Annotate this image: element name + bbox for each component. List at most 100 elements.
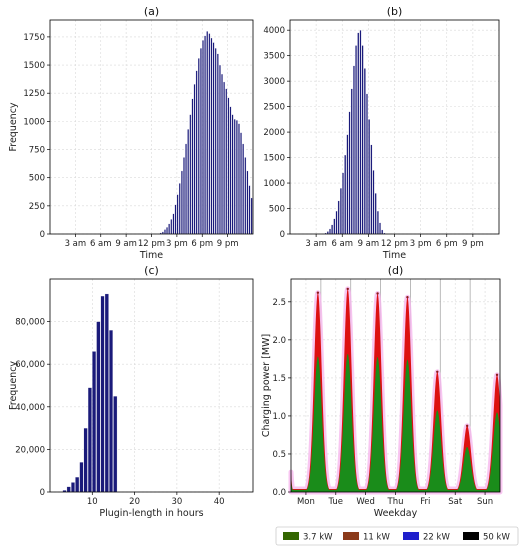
axes-frame-c bbox=[49, 278, 254, 493]
y-tick-label: 3000 bbox=[263, 77, 285, 87]
x-tick-label: 3 am bbox=[305, 239, 327, 249]
legend-swatch-3 bbox=[463, 532, 479, 540]
panel-title-c: (c) bbox=[144, 264, 159, 277]
bar-a-28 bbox=[219, 64, 221, 235]
legend-label-1: 11 kW bbox=[363, 533, 390, 543]
bar-a-35 bbox=[233, 118, 236, 235]
peak-point-6 bbox=[495, 373, 499, 377]
y-tick-label: 2500 bbox=[263, 103, 285, 113]
bar-a-27 bbox=[216, 53, 219, 235]
y-tick-label: 20,000 bbox=[15, 445, 45, 455]
x-tick-label: 6 am bbox=[331, 239, 353, 249]
bar-a-41 bbox=[246, 170, 249, 235]
bar-b-16 bbox=[359, 30, 362, 235]
bar-c-5 bbox=[83, 427, 88, 493]
x-tick-label: 3 am bbox=[65, 239, 87, 249]
y-tick-label: 80,000 bbox=[15, 318, 45, 328]
bar-a-42 bbox=[248, 185, 251, 235]
y-tick-label: 1.0 bbox=[272, 412, 286, 422]
bar-b-24 bbox=[376, 210, 379, 235]
y-tick-label: 60,000 bbox=[15, 360, 45, 370]
bar-a-5 bbox=[170, 219, 173, 235]
x-axis-label-c: Plugin-length in hours bbox=[99, 508, 203, 519]
bar-b-12 bbox=[350, 88, 353, 235]
bar-b-17 bbox=[361, 45, 364, 235]
bar-a-4 bbox=[168, 223, 171, 235]
bar-c-1 bbox=[66, 486, 71, 493]
bar-a-34 bbox=[231, 114, 234, 235]
y-axis-label-c: Frequency bbox=[8, 361, 19, 410]
y-tick-label: 40,000 bbox=[15, 403, 45, 413]
y-tick-label: 1500 bbox=[263, 154, 285, 164]
bar-a-36 bbox=[235, 120, 238, 235]
y-tick-label: 1750 bbox=[23, 33, 45, 43]
bar-a-16 bbox=[193, 84, 196, 235]
bar-a-24 bbox=[210, 37, 213, 235]
y-tick-label: 1250 bbox=[23, 89, 45, 99]
bar-b-7 bbox=[339, 187, 342, 235]
peak-point-1 bbox=[346, 287, 349, 291]
x-tick-label: 3 pm bbox=[410, 239, 432, 249]
bar-a-6 bbox=[172, 213, 175, 235]
x-tick-label: 12 pm bbox=[381, 239, 408, 249]
peak-point-3 bbox=[406, 296, 409, 299]
x-tick-label: 6 pm bbox=[191, 239, 213, 249]
bar-b-10 bbox=[346, 134, 349, 235]
bar-c-3 bbox=[75, 476, 80, 493]
y-tick-label: 3500 bbox=[263, 52, 285, 62]
bar-a-21 bbox=[204, 35, 207, 235]
bar-a-2 bbox=[164, 229, 166, 235]
y-tick-label: 1000 bbox=[263, 179, 285, 189]
bar-c-8 bbox=[96, 321, 101, 493]
y-tick-label: 0.0 bbox=[272, 488, 286, 498]
x-tick-label: 30 bbox=[171, 497, 182, 507]
y-tick-label: 0 bbox=[40, 488, 45, 498]
bar-a-19 bbox=[199, 48, 202, 235]
y-tick-label: 2.5 bbox=[272, 298, 286, 308]
legend-swatch-0 bbox=[283, 532, 299, 540]
panel-title-b: (b) bbox=[387, 5, 403, 18]
bar-a-37 bbox=[238, 123, 240, 235]
x-tick-label: Wed bbox=[356, 497, 375, 507]
bar-b-15 bbox=[357, 32, 360, 235]
x-tick-label: 20 bbox=[129, 497, 140, 507]
x-tick-label: 3 pm bbox=[166, 239, 188, 249]
bar-a-29 bbox=[221, 73, 223, 235]
bar-a-40 bbox=[244, 157, 247, 235]
y-tick-label: 0.5 bbox=[272, 450, 286, 460]
bar-a-14 bbox=[189, 114, 192, 235]
x-tick-label: Mon bbox=[297, 497, 315, 507]
x-tick-label: 9 am bbox=[358, 239, 380, 249]
peak-point-4 bbox=[436, 370, 439, 374]
x-tick-label: Sun bbox=[477, 497, 493, 507]
bar-a-32 bbox=[227, 97, 230, 235]
x-axis-label-d: Weekday bbox=[374, 508, 418, 519]
bar-b-3 bbox=[331, 224, 334, 235]
bar-a-38 bbox=[240, 132, 242, 235]
x-tick-label: 9 pm bbox=[217, 239, 239, 249]
y-axis-label-a: Frequency bbox=[8, 102, 19, 151]
y-tick-label: 4000 bbox=[263, 26, 285, 36]
x-tick-label: 40 bbox=[214, 497, 225, 507]
bar-b-11 bbox=[348, 111, 351, 235]
bar-a-17 bbox=[195, 70, 198, 235]
bar-b-2 bbox=[329, 228, 331, 235]
bar-b-25 bbox=[379, 222, 381, 235]
y-tick-label: 2000 bbox=[263, 128, 285, 138]
bar-c-6 bbox=[87, 387, 92, 493]
bar-b-8 bbox=[342, 172, 344, 235]
y-tick-label: 1.5 bbox=[272, 374, 286, 384]
bar-b-13 bbox=[352, 65, 355, 235]
panel-b: (b) 0 500 1000 1500 2000 2500 3000 3500 4000 3 am 6… bbox=[263, 5, 500, 261]
bar-b-21 bbox=[370, 144, 373, 235]
x-axis-label-a: Time bbox=[139, 250, 163, 261]
bar-a-39 bbox=[242, 143, 245, 235]
peak-point-2 bbox=[376, 292, 379, 295]
x-tick-label: 10 bbox=[87, 497, 98, 507]
bar-b-9 bbox=[344, 154, 347, 235]
panel-title-d: (d) bbox=[388, 264, 404, 277]
x-tick-label: Thu bbox=[387, 497, 404, 507]
bar-b-20 bbox=[368, 119, 371, 235]
bar-b-6 bbox=[337, 200, 340, 235]
